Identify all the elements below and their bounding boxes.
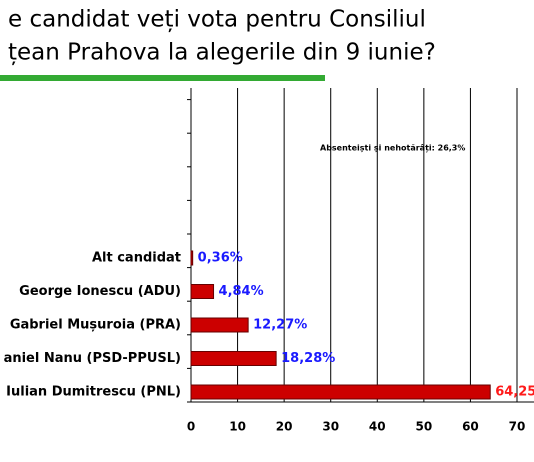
chart-title: țean Prahova la alegerile din 9 iunie? xyxy=(8,40,436,66)
y-tick-label: Iulian Dumitrescu (PNL) xyxy=(6,385,181,400)
bar xyxy=(190,284,215,299)
x-tick-label: 60 xyxy=(462,420,479,434)
value-label: 4,84% xyxy=(219,284,264,299)
title-underline xyxy=(0,75,325,81)
x-tick-label: 20 xyxy=(276,420,293,434)
x-tick-label: 0 xyxy=(187,420,195,434)
bar xyxy=(190,317,249,333)
y-tick-label: aniel Nanu (PSD-PPUSL) xyxy=(4,351,181,366)
value-label: 64,25% xyxy=(495,385,534,400)
value-label: 18,28% xyxy=(281,351,335,366)
y-tick-label: Gabriel Mușuroia (PRA) xyxy=(10,318,181,333)
x-tick-label: 50 xyxy=(416,420,433,434)
chart-title: e candidat veți vota pentru Consiliul xyxy=(8,7,426,33)
y-tick-label: Alt candidat xyxy=(92,251,181,266)
x-tick-label: 30 xyxy=(322,420,339,434)
y-tick-label: George Ionescu (ADU) xyxy=(19,284,181,299)
bar xyxy=(190,351,277,366)
bar xyxy=(190,384,491,400)
value-label: 0,36% xyxy=(198,251,243,266)
annotation: Absenteiști și nehotărâți: 26,3% xyxy=(320,144,465,154)
x-tick-label: 40 xyxy=(369,420,386,434)
x-tick-label: 70 xyxy=(509,420,526,434)
value-label: 12,27% xyxy=(253,318,307,333)
x-tick-label: 10 xyxy=(229,420,246,434)
bar xyxy=(190,250,194,266)
